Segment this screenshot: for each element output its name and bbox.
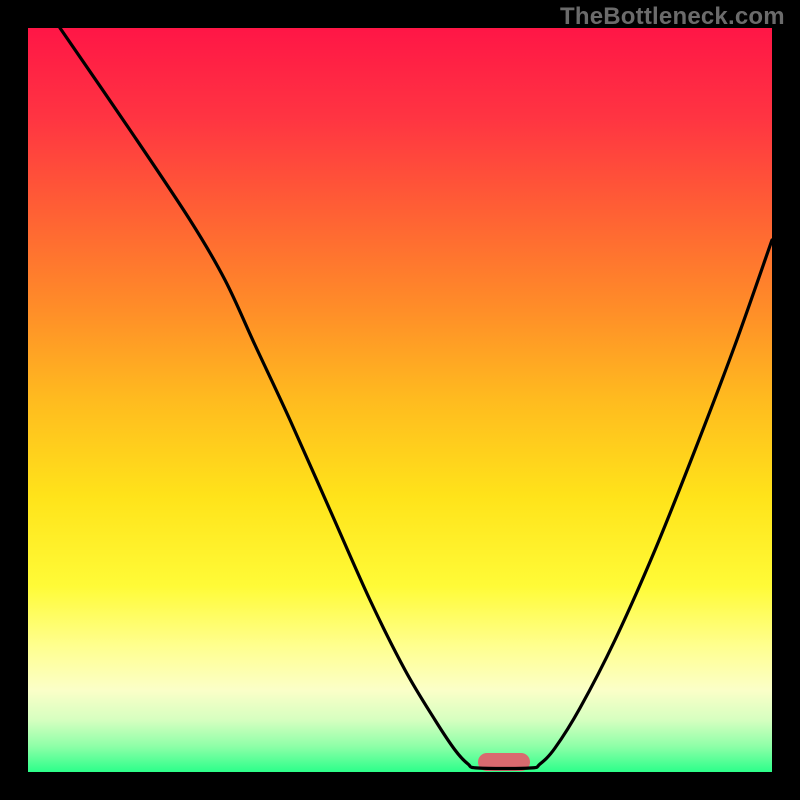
chart-canvas bbox=[0, 0, 800, 800]
watermark-text: TheBottleneck.com bbox=[560, 3, 785, 31]
